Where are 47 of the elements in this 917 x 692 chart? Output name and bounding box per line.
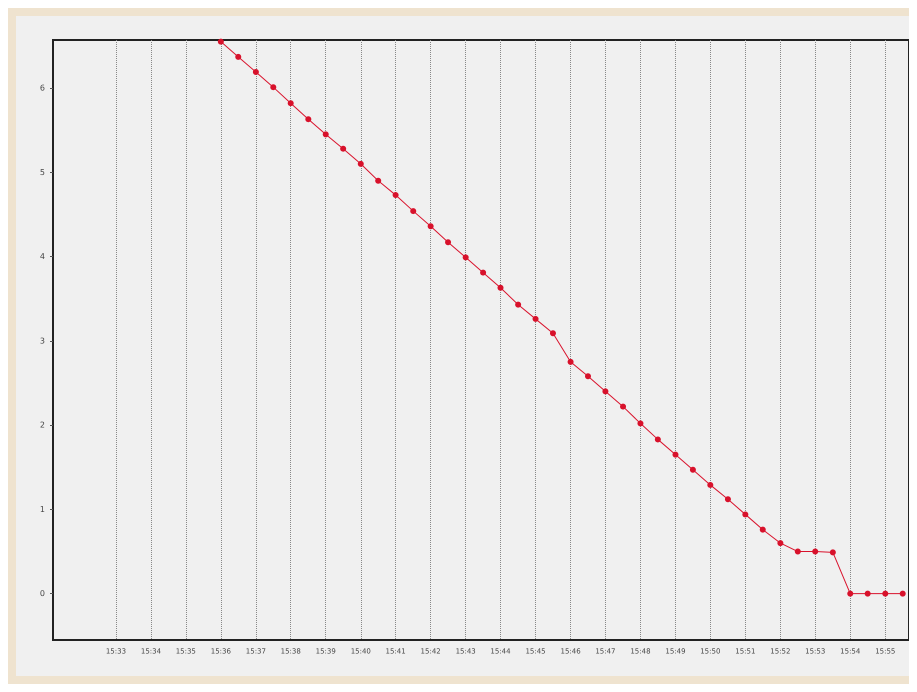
point <box>830 549 836 556</box>
y-tick-label: 1 <box>40 504 45 514</box>
point <box>690 466 696 473</box>
point <box>375 178 382 184</box>
point <box>882 590 888 597</box>
point <box>847 590 854 597</box>
point <box>445 239 452 246</box>
point <box>340 146 346 152</box>
point <box>218 38 224 45</box>
point <box>550 330 556 336</box>
point <box>462 254 469 260</box>
point <box>480 270 486 276</box>
y-tick-label: 3 <box>40 336 45 346</box>
point <box>568 358 574 365</box>
y-tick-label: 2 <box>40 420 45 430</box>
point <box>235 54 242 60</box>
point <box>777 540 784 546</box>
point <box>392 192 399 198</box>
point <box>252 69 259 76</box>
point <box>322 131 329 138</box>
point <box>532 316 539 322</box>
point <box>812 548 818 555</box>
y-tick-label: 4 <box>40 252 45 262</box>
point <box>724 496 731 502</box>
point <box>515 302 522 308</box>
point <box>288 100 294 106</box>
point <box>672 452 678 458</box>
point <box>637 420 644 426</box>
point <box>760 526 766 533</box>
point <box>654 436 661 442</box>
point <box>270 84 276 90</box>
point <box>900 590 906 597</box>
point <box>620 404 626 410</box>
point <box>742 511 748 518</box>
point <box>707 482 714 488</box>
point <box>498 284 504 291</box>
point <box>602 388 608 394</box>
y-tick-label: 5 <box>40 168 45 177</box>
point <box>585 373 591 380</box>
point <box>864 590 871 597</box>
point <box>428 223 434 230</box>
point <box>358 160 364 167</box>
y-tick-label: 6 <box>40 84 45 93</box>
y-tick-label: 0 <box>40 589 45 598</box>
point <box>410 208 416 214</box>
point <box>794 548 801 555</box>
point <box>305 116 312 122</box>
